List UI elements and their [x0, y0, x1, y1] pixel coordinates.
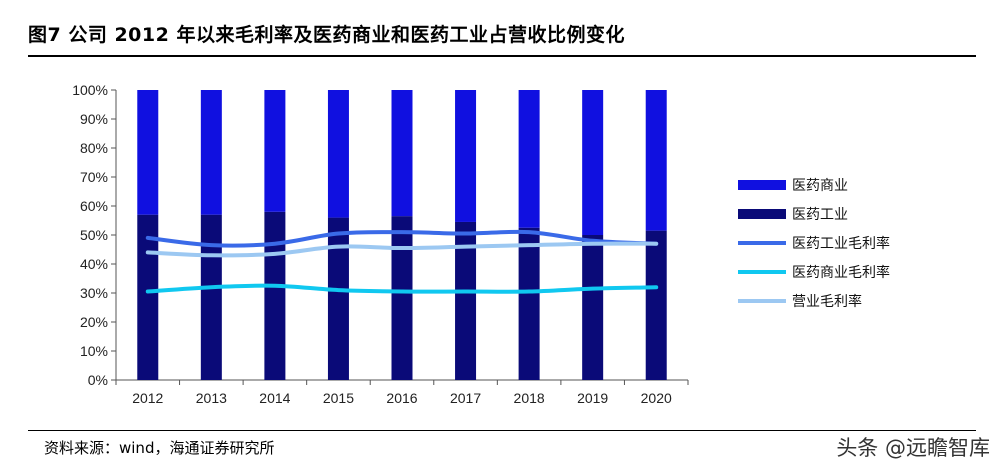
bar-industry: [327, 217, 349, 380]
bar-commerce: [391, 90, 413, 217]
legend-label: 医药商业: [792, 178, 848, 194]
legend-swatch: [738, 209, 786, 219]
watermark: 头条 @远瞻智库: [836, 436, 990, 460]
bar-commerce: [582, 90, 604, 235]
y-tick-label: 80%: [80, 140, 108, 156]
legend-label: 营业毛利率: [792, 293, 862, 310]
line-overall-margin: [145, 241, 659, 258]
legend-item: 医药商业毛利率: [738, 264, 890, 281]
lines: [145, 229, 659, 294]
x-axis: 2012 2013 2014 2015 2016 2017 2018 2019 2020: [115, 379, 689, 406]
y-axis: 0% 10% 20% 30% 40% 50% 60% 70% 80% 90% 100%: [72, 82, 117, 388]
x-tick-label: 2016: [386, 390, 417, 406]
x-tick-label: 2013: [196, 390, 227, 406]
legend-item: 营业毛利率: [738, 293, 862, 310]
bar-commerce: [200, 90, 222, 215]
bar-commerce: [327, 90, 349, 218]
y-tick-label: 0%: [88, 372, 108, 388]
bar-commerce: [645, 90, 667, 231]
legend-label: 医药工业毛利率: [792, 235, 890, 252]
legend-item: 医药商业: [738, 178, 848, 194]
y-tick-label: 100%: [72, 82, 108, 98]
x-tick-label: 2019: [577, 390, 608, 406]
bar-industry: [645, 230, 667, 380]
bar-industry: [582, 235, 604, 380]
x-tick-label: 2015: [323, 390, 354, 406]
bar-commerce: [518, 90, 540, 228]
chart-title: 图7 公司 2012 年以来毛利率及医药商业和医药工业占营收比例变化: [28, 24, 625, 46]
line-commerce-margin: [145, 283, 659, 294]
bar-commerce: [455, 90, 477, 222]
legend-item: 医药工业毛利率: [738, 235, 890, 252]
bar-industry: [137, 214, 159, 380]
bars: [137, 90, 667, 380]
y-tick-label: 60%: [80, 198, 108, 214]
legend-item: 医药工业: [738, 207, 848, 223]
source-divider: [28, 430, 976, 431]
bar-commerce: [137, 90, 159, 215]
y-tick-label: 20%: [80, 314, 108, 330]
x-tick-label: 2014: [259, 390, 290, 406]
y-tick-label: 50%: [80, 227, 108, 243]
bar-industry: [264, 211, 286, 380]
x-tick-label: 2017: [450, 390, 481, 406]
legend-label: 医药工业: [792, 207, 848, 223]
bar-industry: [455, 221, 477, 380]
legend-label: 医药商业毛利率: [792, 264, 890, 281]
line-industry-margin: [145, 229, 659, 248]
source-note: 资料来源：wind，海通证券研究所: [44, 439, 275, 457]
y-tick-label: 70%: [80, 169, 108, 185]
y-tick-label: 30%: [80, 285, 108, 301]
bar-industry: [391, 216, 413, 380]
x-tick-label: 2020: [641, 390, 672, 406]
x-tick-label: 2012: [132, 390, 163, 406]
bar-industry: [518, 227, 540, 380]
y-tick-label: 40%: [80, 256, 108, 272]
legend-swatch: [738, 180, 786, 190]
y-tick-label: 10%: [80, 343, 108, 359]
bar-commerce: [264, 90, 286, 212]
bar-industry: [200, 214, 222, 380]
x-tick-label: 2018: [514, 390, 545, 406]
y-tick-label: 90%: [80, 111, 108, 127]
title-divider: [28, 55, 976, 57]
